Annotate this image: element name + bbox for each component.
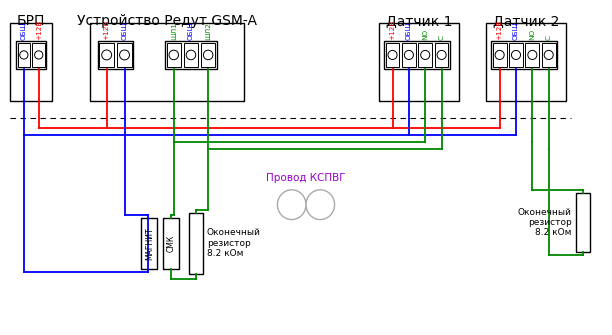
Text: С: С	[439, 35, 444, 40]
Text: ОБЩ: ОБЩ	[406, 21, 412, 40]
Bar	[18, 43, 30, 67]
Bar	[386, 43, 400, 67]
Bar	[32, 43, 45, 67]
Bar	[163, 217, 179, 269]
Bar	[487, 23, 566, 100]
Bar	[99, 43, 114, 67]
Bar	[576, 193, 589, 252]
Bar	[491, 41, 557, 69]
Circle shape	[102, 50, 111, 60]
Bar	[384, 41, 450, 69]
Ellipse shape	[277, 190, 306, 219]
Bar	[379, 23, 459, 100]
Bar	[435, 43, 449, 67]
Circle shape	[388, 50, 397, 60]
Bar	[90, 23, 244, 100]
Text: NO: NO	[529, 29, 536, 40]
Circle shape	[528, 50, 537, 60]
Bar	[117, 43, 132, 67]
Bar	[201, 43, 215, 67]
Text: ШЛ2: ШЛ2	[205, 22, 211, 40]
Text: ОБЩ: ОБЩ	[121, 21, 127, 40]
Bar	[526, 43, 539, 67]
Text: Устройство Редут GSM-A: Устройство Редут GSM-A	[76, 14, 256, 28]
Text: Оконечный
резистор
8.2 кОм: Оконечный резистор 8.2 кОм	[518, 208, 572, 238]
Bar	[17, 41, 46, 69]
Bar	[98, 41, 133, 69]
Text: ОБЩ: ОБЩ	[188, 21, 194, 40]
Text: Оконечный
резистор
8.2 кОм: Оконечный резистор 8.2 кОм	[207, 228, 261, 258]
Text: ОБЩ: ОБЩ	[21, 21, 27, 40]
Circle shape	[20, 51, 28, 59]
Circle shape	[512, 50, 521, 60]
Text: С: С	[546, 35, 552, 40]
Text: Датчик 1: Датчик 1	[386, 14, 452, 28]
Text: БРП: БРП	[17, 14, 45, 28]
Circle shape	[35, 51, 43, 59]
Bar	[141, 217, 157, 269]
Text: +12В: +12В	[496, 20, 502, 40]
Circle shape	[203, 50, 213, 60]
Text: ШЛ1: ШЛ1	[171, 22, 177, 40]
Text: Датчик 2: Датчик 2	[493, 14, 559, 28]
Bar	[189, 213, 203, 274]
Bar	[419, 43, 432, 67]
Bar	[166, 43, 181, 67]
Bar	[402, 43, 416, 67]
Text: ОБЩ: ОБЩ	[513, 21, 519, 40]
Bar	[10, 23, 52, 100]
Bar	[493, 43, 507, 67]
Text: NO: NO	[422, 29, 428, 40]
Text: +12В: +12В	[389, 20, 395, 40]
Bar	[165, 41, 217, 69]
Circle shape	[169, 50, 179, 60]
Circle shape	[119, 50, 130, 60]
Circle shape	[186, 50, 196, 60]
Text: МАГНИТ: МАГНИТ	[145, 227, 154, 260]
Circle shape	[495, 50, 504, 60]
Bar	[542, 43, 556, 67]
Ellipse shape	[306, 190, 335, 219]
Text: +12В: +12В	[103, 20, 110, 40]
Bar	[509, 43, 523, 67]
Circle shape	[544, 50, 553, 60]
Text: Провод КСПВГ: Провод КСПВГ	[266, 173, 346, 183]
Text: СМК: СМК	[166, 235, 176, 252]
Bar	[184, 43, 198, 67]
Circle shape	[437, 50, 446, 60]
Circle shape	[405, 50, 414, 60]
Text: +12В: +12В	[35, 20, 42, 40]
Circle shape	[420, 50, 430, 60]
